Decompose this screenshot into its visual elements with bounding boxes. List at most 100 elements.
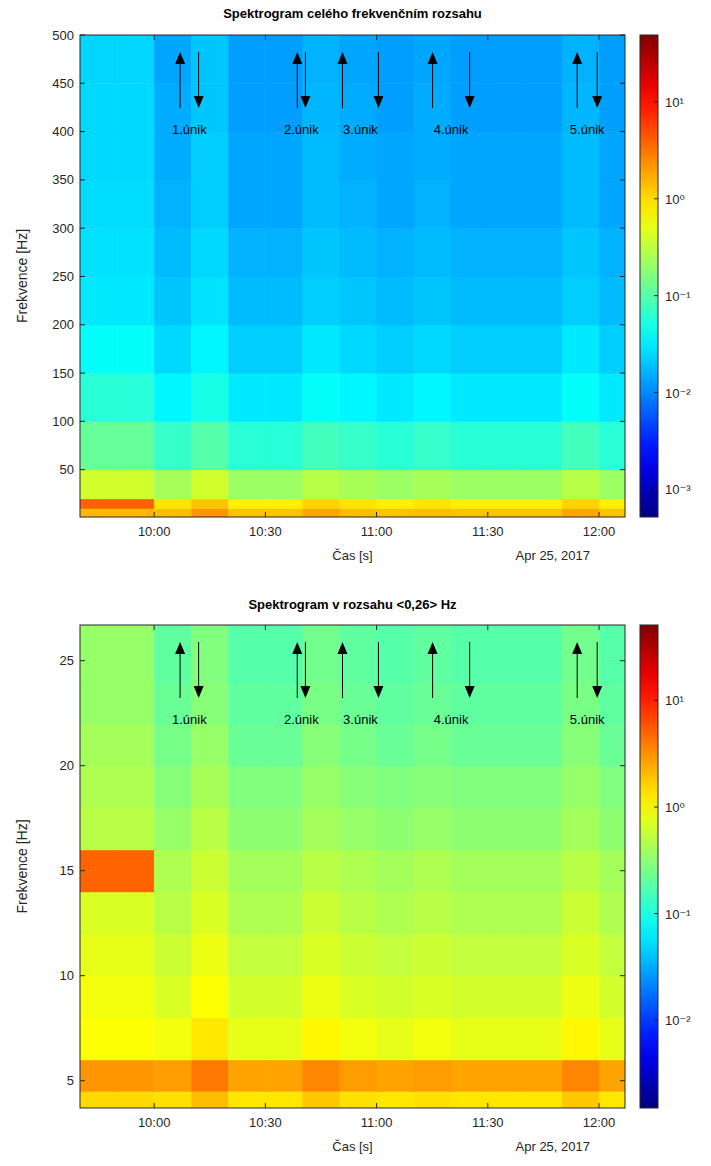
heatmap-cell (191, 934, 229, 977)
heatmap-cell (562, 850, 600, 893)
y-tick (80, 469, 85, 470)
heatmap-cell (302, 1060, 340, 1092)
colorbar-tick (654, 198, 658, 199)
y-tick-label: 5 (67, 1073, 74, 1088)
heatmap-cell (191, 228, 229, 277)
heatmap-cell (562, 1091, 600, 1108)
heatmap-cell (377, 1091, 415, 1108)
colorbar-tick-label: 10⁻² (665, 386, 691, 401)
arrow-down (597, 52, 598, 100)
heatmap-cell (488, 1060, 526, 1092)
heatmap-cell (414, 508, 452, 517)
y-tick-label: 400 (52, 124, 74, 139)
annotations: 1.únik2.únik3.únik4.únik5.únik (172, 52, 605, 137)
heatmap-cell (191, 132, 229, 181)
heatmap-cell (117, 850, 155, 893)
heatmap-cell (525, 724, 563, 767)
arrow-down (469, 642, 470, 690)
y-tick (80, 83, 85, 84)
heatmap-cell (414, 421, 452, 470)
heatmap-cell (451, 421, 489, 470)
heatmap-cell (525, 276, 563, 325)
heatmap-cell (228, 180, 266, 229)
heatmap-cell (302, 850, 340, 893)
heatmap-cell (488, 724, 526, 767)
y-tick (620, 469, 625, 470)
arrow-up-head (292, 52, 302, 64)
heatmap-cell (228, 373, 266, 422)
heatmap-cell (377, 1018, 415, 1060)
colorbar-tick-label: 10⁰ (665, 192, 685, 207)
heatmap-cell (488, 682, 526, 725)
heatmap-cell (377, 1060, 415, 1092)
annotation-label: 5.únik (570, 122, 605, 137)
heatmap-cell (80, 934, 118, 977)
heatmap-cell (562, 508, 600, 517)
heatmap-cell (80, 1091, 118, 1108)
panel: Spektrogram v rozsahu <0,26> Hz10:0010:3… (14, 597, 691, 1154)
arrow-up-head (337, 52, 347, 64)
heatmap-cell (191, 766, 229, 809)
heatmap-cell (599, 724, 625, 767)
annotation-label: 1.únik (172, 712, 207, 727)
heatmap-cell (488, 892, 526, 935)
arrow-up-head (572, 52, 582, 64)
heatmap-cell (80, 808, 118, 851)
heatmap-cell (117, 808, 155, 851)
heatmap-cell (599, 808, 625, 851)
x-tick (487, 625, 488, 630)
heatmap-cell (302, 1018, 340, 1060)
heatmap-cell (80, 373, 118, 422)
heatmap-cell (525, 470, 563, 499)
heatmap-cell (80, 1018, 118, 1060)
heatmap-cell (228, 934, 266, 977)
heatmap-cell (228, 508, 266, 517)
x-tick (376, 625, 377, 630)
heatmap-cells (80, 625, 625, 1108)
heatmap-cell (154, 499, 192, 509)
heatmap-cell (191, 421, 229, 470)
arrow-up (577, 60, 578, 108)
y-tick (620, 373, 625, 374)
heatmap-cell (302, 934, 340, 977)
heatmap-cell (228, 766, 266, 809)
heatmap-cell (117, 976, 155, 1019)
x-tick (376, 512, 377, 517)
heatmap-cell (265, 892, 303, 935)
heatmap-cell (154, 724, 192, 767)
arrow-up (297, 650, 298, 698)
heatmap-cell (414, 1018, 452, 1060)
heatmap-cell (340, 499, 378, 509)
heatmap-cell (117, 892, 155, 935)
heatmap-cell (302, 625, 340, 682)
x-tick-label: 12:00 (583, 1115, 616, 1130)
heatmap-cell (117, 625, 155, 682)
x-tick (599, 1103, 600, 1108)
heatmap-cell (377, 724, 415, 767)
heatmap-cell (302, 276, 340, 325)
arrow-down (198, 52, 199, 100)
heatmap-cell (117, 508, 155, 517)
heatmap-cell (191, 470, 229, 499)
colorbar-tick (654, 295, 658, 296)
heatmap-cell (525, 180, 563, 229)
heatmap-cell (154, 808, 192, 851)
y-tick (620, 83, 625, 84)
heatmap-cell (154, 850, 192, 893)
heatmap-cell (377, 976, 415, 1019)
heatmap-cell (414, 724, 452, 767)
heatmap-cell (414, 276, 452, 325)
heatmap-cell (340, 373, 378, 422)
arrow-down (378, 52, 379, 100)
annotations: 1.únik2.únik3.únik4.únik5.únik (172, 642, 605, 727)
arrow-down (305, 52, 306, 100)
heatmap-cell (340, 766, 378, 809)
arrow-up-head (337, 642, 347, 654)
annotation-label: 2.únik (284, 712, 319, 727)
arrow-up (180, 650, 181, 698)
arrow-down-head (592, 96, 602, 108)
heatmap-cell (265, 180, 303, 229)
heatmap-cell (488, 373, 526, 422)
heatmap-cell (302, 132, 340, 181)
heatmap-cell (191, 180, 229, 229)
